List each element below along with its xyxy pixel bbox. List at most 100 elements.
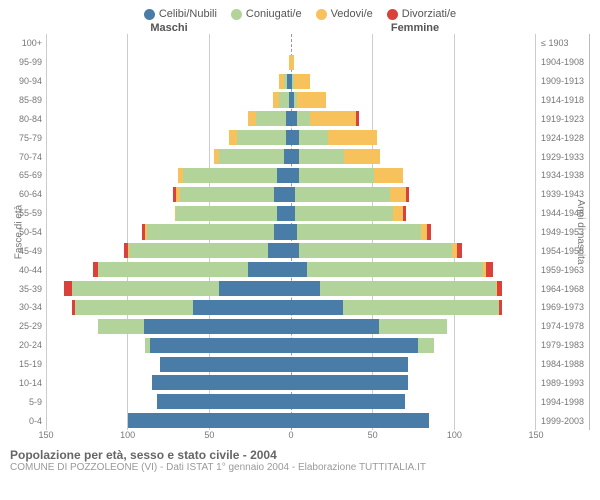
bar-segment-vedovi <box>344 149 380 164</box>
age-label: 75-79 <box>10 128 46 147</box>
bar-segment-coniugati <box>256 111 285 126</box>
male-bar <box>46 262 291 277</box>
birth-label: 1929-1933 <box>535 147 589 166</box>
bar-segment-divorziati <box>457 243 462 258</box>
bar-segment-vedovi <box>310 111 356 126</box>
male-bar <box>46 92 291 107</box>
table-row <box>46 147 535 166</box>
bar-segment-divorziati <box>499 300 502 315</box>
bar-segment-coniugati <box>180 187 275 202</box>
table-row <box>46 166 535 185</box>
birth-label: 1979-1983 <box>535 336 589 355</box>
female-bar <box>291 36 536 51</box>
female-bar <box>291 375 536 390</box>
bar-segment-celibi <box>248 262 290 277</box>
bar-segment-coniugati <box>129 243 268 258</box>
female-bar <box>291 168 536 183</box>
male-bar <box>46 130 291 145</box>
legend-item: Divorziati/e <box>387 8 456 20</box>
table-row <box>46 204 535 223</box>
table-row <box>46 109 535 128</box>
female-bar <box>291 338 536 353</box>
bar-segment-coniugati <box>320 281 496 296</box>
bar-segment-vedovi <box>291 55 294 70</box>
bar-segment-celibi <box>291 394 405 409</box>
male-bar <box>46 281 291 296</box>
bar-segment-celibi <box>291 375 408 390</box>
bar-segment-celibi <box>291 130 299 145</box>
age-label: 20-24 <box>10 336 46 355</box>
bar-segment-celibi <box>268 243 291 258</box>
header-male: Maschi <box>10 22 292 34</box>
legend-swatch <box>387 9 398 20</box>
male-bar <box>46 36 291 51</box>
chart-title: Popolazione per età, sesso e stato civil… <box>10 448 590 462</box>
birth-label: 1919-1923 <box>535 109 589 128</box>
male-bar <box>46 224 291 239</box>
table-row <box>46 128 535 147</box>
bar-segment-coniugati <box>183 168 278 183</box>
age-label: 25-29 <box>10 317 46 336</box>
age-label: 100+ <box>10 34 46 53</box>
x-axis: 15010050050100150 <box>10 430 590 444</box>
bar-segment-celibi <box>157 394 291 409</box>
bar-segment-celibi <box>219 281 291 296</box>
birth-label: 1994-1998 <box>535 392 589 411</box>
bar-segment-coniugati <box>295 206 393 221</box>
x-tick: 150 <box>528 430 543 440</box>
age-label: 5-9 <box>10 392 46 411</box>
table-row <box>46 373 535 392</box>
bar-segment-coniugati <box>176 206 277 221</box>
birth-label: 1924-1928 <box>535 128 589 147</box>
female-bar <box>291 111 536 126</box>
table-row <box>46 185 535 204</box>
female-bar <box>291 262 536 277</box>
bar-segment-divorziati <box>403 206 406 221</box>
male-bar <box>46 168 291 183</box>
female-bar <box>291 300 536 315</box>
bar-segment-vedovi <box>248 111 256 126</box>
chart-subtitle: COMUNE DI POZZOLEONE (VI) - Dati ISTAT 1… <box>10 462 590 473</box>
bar-segment-divorziati <box>497 281 502 296</box>
table-row <box>46 298 535 317</box>
x-tick: 150 <box>38 430 53 440</box>
table-row <box>46 317 535 336</box>
age-label: 40-44 <box>10 260 46 279</box>
bar-segment-celibi <box>277 168 290 183</box>
female-bar <box>291 319 536 334</box>
birth-label: 1984-1988 <box>535 355 589 374</box>
bar-segment-celibi <box>274 224 290 239</box>
legend: Celibi/NubiliConiugati/eVedovi/eDivorzia… <box>10 8 590 20</box>
female-bar <box>291 224 536 239</box>
bar-segment-coniugati <box>279 92 289 107</box>
bar-segment-coniugati <box>98 262 248 277</box>
bar-segment-vedovi <box>374 168 403 183</box>
bar-segment-vedovi <box>229 130 237 145</box>
birth-label: 1909-1913 <box>535 72 589 91</box>
table-row <box>46 355 535 374</box>
bar-segment-coniugati <box>418 338 434 353</box>
table-row <box>46 72 535 91</box>
x-tick: 100 <box>120 430 135 440</box>
bar-segment-coniugati <box>147 224 274 239</box>
table-row <box>46 336 535 355</box>
table-row <box>46 411 535 430</box>
bar-segment-coniugati <box>237 130 286 145</box>
birth-label: 1999-2003 <box>535 411 589 430</box>
bar-segment-coniugati <box>295 187 390 202</box>
birth-label: 1989-1993 <box>535 373 589 392</box>
bar-segment-celibi <box>150 338 290 353</box>
age-label: 15-19 <box>10 355 46 374</box>
age-label: 95-99 <box>10 53 46 72</box>
bar-segment-celibi <box>291 413 430 428</box>
bar-segment-coniugati <box>98 319 144 334</box>
bar-segment-divorziati <box>64 281 72 296</box>
birth-label: 1974-1978 <box>535 317 589 336</box>
legend-item: Celibi/Nubili <box>144 8 217 20</box>
bar-segment-vedovi <box>297 92 326 107</box>
header-female: Femmine <box>292 22 590 34</box>
bar-segment-celibi <box>291 300 343 315</box>
female-bar <box>291 206 536 221</box>
age-label: 30-34 <box>10 298 46 317</box>
legend-label: Vedovi/e <box>331 8 373 20</box>
